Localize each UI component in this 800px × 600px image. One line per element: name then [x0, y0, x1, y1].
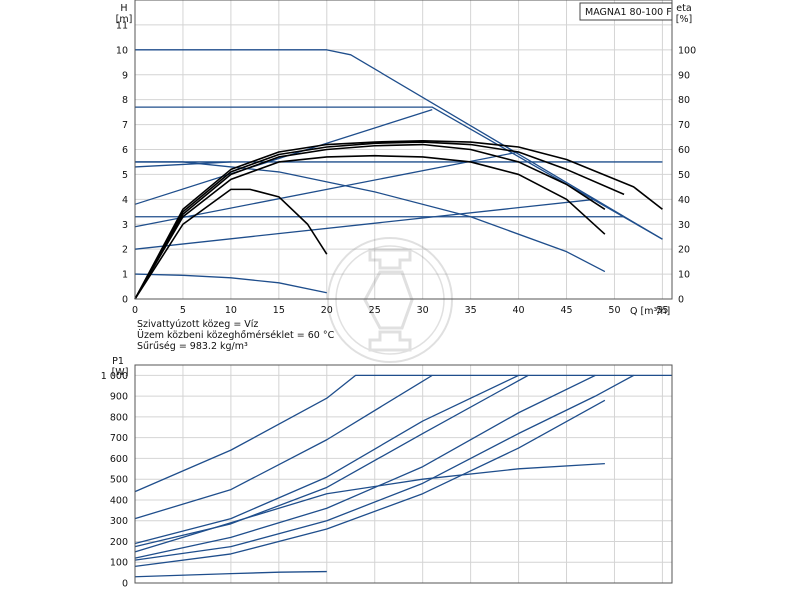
p1-tick-label: 200	[110, 537, 128, 548]
x-tick-label: 35	[465, 305, 477, 316]
x-tick-label: 15	[273, 305, 285, 316]
p1-tick-label: 0	[122, 579, 128, 590]
y-axis-label: H	[120, 3, 127, 14]
y-tick-label: 6	[122, 145, 128, 156]
x-tick-label: 50	[608, 305, 620, 316]
y2-tick-label: 0	[678, 295, 684, 306]
head-curve-1	[135, 106, 663, 240]
power-curve-3	[134, 374, 529, 548]
x-tick-label: 5	[180, 305, 186, 316]
p1-tick-label: 400	[110, 495, 128, 506]
x-tick-label: 10	[225, 305, 237, 316]
control-curve-7	[134, 151, 519, 228]
power-curve-4	[134, 374, 596, 559]
p1-axis-unit: [W]	[112, 367, 129, 378]
p1-tick-label: 100	[110, 558, 128, 569]
y2-axis-label: eta	[676, 3, 691, 14]
y-tick-label: 1	[122, 270, 128, 281]
y2-tick-label: 70	[678, 120, 690, 131]
control-curve-8	[134, 198, 596, 250]
y-tick-label: 5	[122, 170, 128, 181]
head-curve-5	[134, 273, 327, 294]
power-curve-5	[134, 374, 634, 561]
p1-tick-label: 300	[110, 516, 128, 527]
y-tick-label: 11	[116, 20, 128, 31]
power-curve-0	[134, 374, 672, 493]
grundfos-watermark-icon	[327, 237, 453, 363]
p1-tick-label: 600	[110, 454, 128, 465]
power-curves	[134, 374, 672, 578]
y2-tick-label: 90	[678, 70, 690, 81]
power-chart-grid	[135, 365, 672, 583]
y2-tick-label: 100	[678, 45, 696, 56]
power-curve-6	[134, 399, 606, 568]
x-tick-label: 30	[417, 305, 429, 316]
y2-tick-label: 10	[678, 270, 690, 281]
fluid-info-line: Üzem közbeni közeghőmérséklet = 60 °C	[137, 330, 335, 341]
y-tick-label: 2	[122, 245, 128, 256]
y2-tick-label: 20	[678, 245, 690, 256]
y-tick-label: 0	[122, 295, 128, 306]
x-tick-label: 0	[132, 305, 138, 316]
y-tick-label: 3	[122, 220, 128, 231]
x-tick-label: 40	[513, 305, 525, 316]
x-tick-label: 25	[369, 305, 381, 316]
y-tick-label: 8	[122, 95, 128, 106]
y2-tick-label: 50	[678, 170, 690, 181]
p1-tick-label: 500	[110, 475, 128, 486]
x-tick-label: 20	[321, 305, 333, 316]
power-curve-1	[134, 374, 433, 520]
y2-tick-label: 80	[678, 95, 690, 106]
efficiency-curve-10	[134, 188, 328, 300]
y2-axis-unit: [%]	[676, 14, 692, 25]
x-axis-label: Q [m³/h]	[630, 306, 670, 317]
p1-axis-label: P1	[112, 356, 124, 367]
p1-tick-label: 900	[110, 392, 128, 403]
y2-tick-label: 60	[678, 145, 690, 156]
efficiency-curve-14	[134, 139, 663, 300]
efficiency-curve-12	[134, 143, 606, 300]
power-plot-frame	[134, 364, 673, 584]
y-tick-label: 4	[122, 195, 128, 206]
head-curves	[134, 49, 663, 300]
p1-tick-label: 700	[110, 433, 128, 444]
head-chart-axes: 0 5 10 15 20 25 30 35 40 45 50 55012345678910110102…	[116, 0, 696, 317]
y-tick-label: 10	[116, 45, 128, 56]
fluid-info-line: Sűrűség = 983.2 kg/m³	[137, 341, 248, 352]
x-tick-label: 55	[656, 305, 668, 316]
y-tick-label: 9	[122, 70, 128, 81]
p1-tick-label: 800	[110, 412, 128, 423]
power-chart-axes: 0 100 200 300 400 500 600 700 800 900 1 000 P1[W]	[101, 356, 673, 590]
power-curve-8	[134, 570, 327, 578]
p1-tick-label: 1 000	[101, 371, 128, 382]
x-tick-label: 45	[560, 305, 572, 316]
head-curve-0	[135, 49, 663, 240]
control-curve-9	[134, 161, 231, 168]
pump-model-label: MAGNA1 80-100 F	[585, 7, 672, 18]
y-tick-label: 7	[122, 120, 128, 131]
head-plot-frame	[134, 0, 673, 300]
efficiency-curve-11	[134, 154, 606, 300]
pump-model-box: MAGNA1 80-100 F	[579, 2, 673, 21]
efficiency-curve-13	[134, 141, 625, 300]
y2-tick-label: 30	[678, 220, 690, 231]
y2-tick-label: 40	[678, 195, 690, 206]
y-axis-unit: [m]	[116, 14, 133, 25]
power-curve-7	[134, 462, 605, 553]
power-curve-2	[134, 374, 519, 545]
fluid-info-line: Szivattyúzott közeg = Víz	[137, 319, 258, 330]
head-chart-grid	[135, 0, 672, 299]
